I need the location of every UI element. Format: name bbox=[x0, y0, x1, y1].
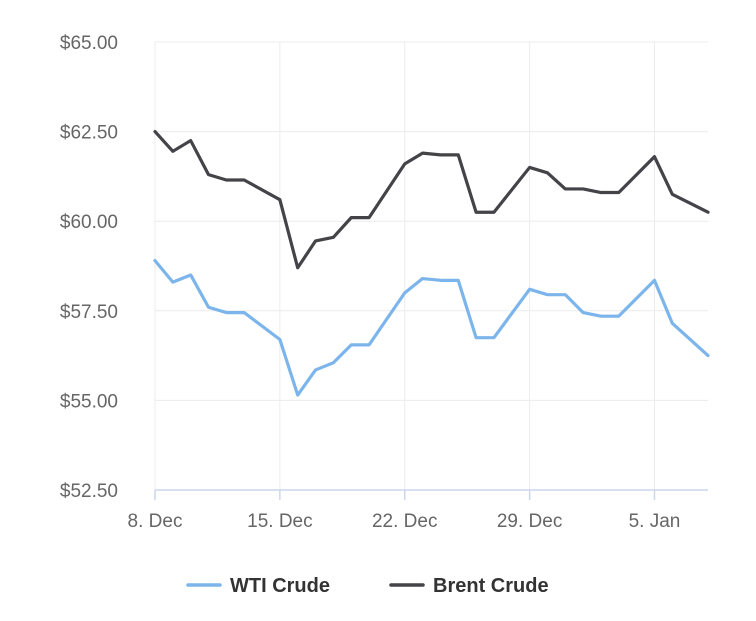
grid-lines bbox=[154, 41, 708, 490]
y-tick-label: $65.00 bbox=[60, 33, 118, 54]
y-tick-label: $55.00 bbox=[60, 391, 118, 412]
x-axis-labels: 8. Dec 15. Dec 22. Dec 29. Dec 5. Jan bbox=[128, 511, 681, 532]
y-tick-label: $52.50 bbox=[60, 481, 118, 502]
legend-item-wti-crude[interactable]: WTI Crude bbox=[186, 575, 330, 597]
y-axis-labels: $65.00 $62.50 $60.00 $57.50 $55.00 $52.50 bbox=[60, 33, 118, 502]
series-line-wti-crude[interactable] bbox=[153, 259, 710, 397]
x-tick-label: 29. Dec bbox=[497, 511, 562, 532]
x-tick-label: 5. Jan bbox=[629, 511, 681, 532]
x-tick-label: 8. Dec bbox=[128, 511, 183, 532]
x-tick-label: 15. Dec bbox=[247, 511, 312, 532]
y-tick-label: $57.50 bbox=[60, 302, 118, 323]
x-tick-label: 22. Dec bbox=[372, 511, 437, 532]
x-axis bbox=[154, 489, 708, 500]
series-line-brent-crude[interactable] bbox=[153, 130, 710, 270]
legend[interactable]: WTI Crude Brent Crude bbox=[186, 575, 549, 597]
legend-label: WTI Crude bbox=[230, 575, 330, 597]
legend-label: Brent Crude bbox=[433, 575, 549, 597]
legend-item-brent-crude[interactable]: Brent Crude bbox=[389, 575, 549, 597]
series-lines bbox=[153, 130, 710, 397]
y-tick-label: $62.50 bbox=[60, 123, 118, 144]
y-tick-label: $60.00 bbox=[60, 212, 118, 233]
